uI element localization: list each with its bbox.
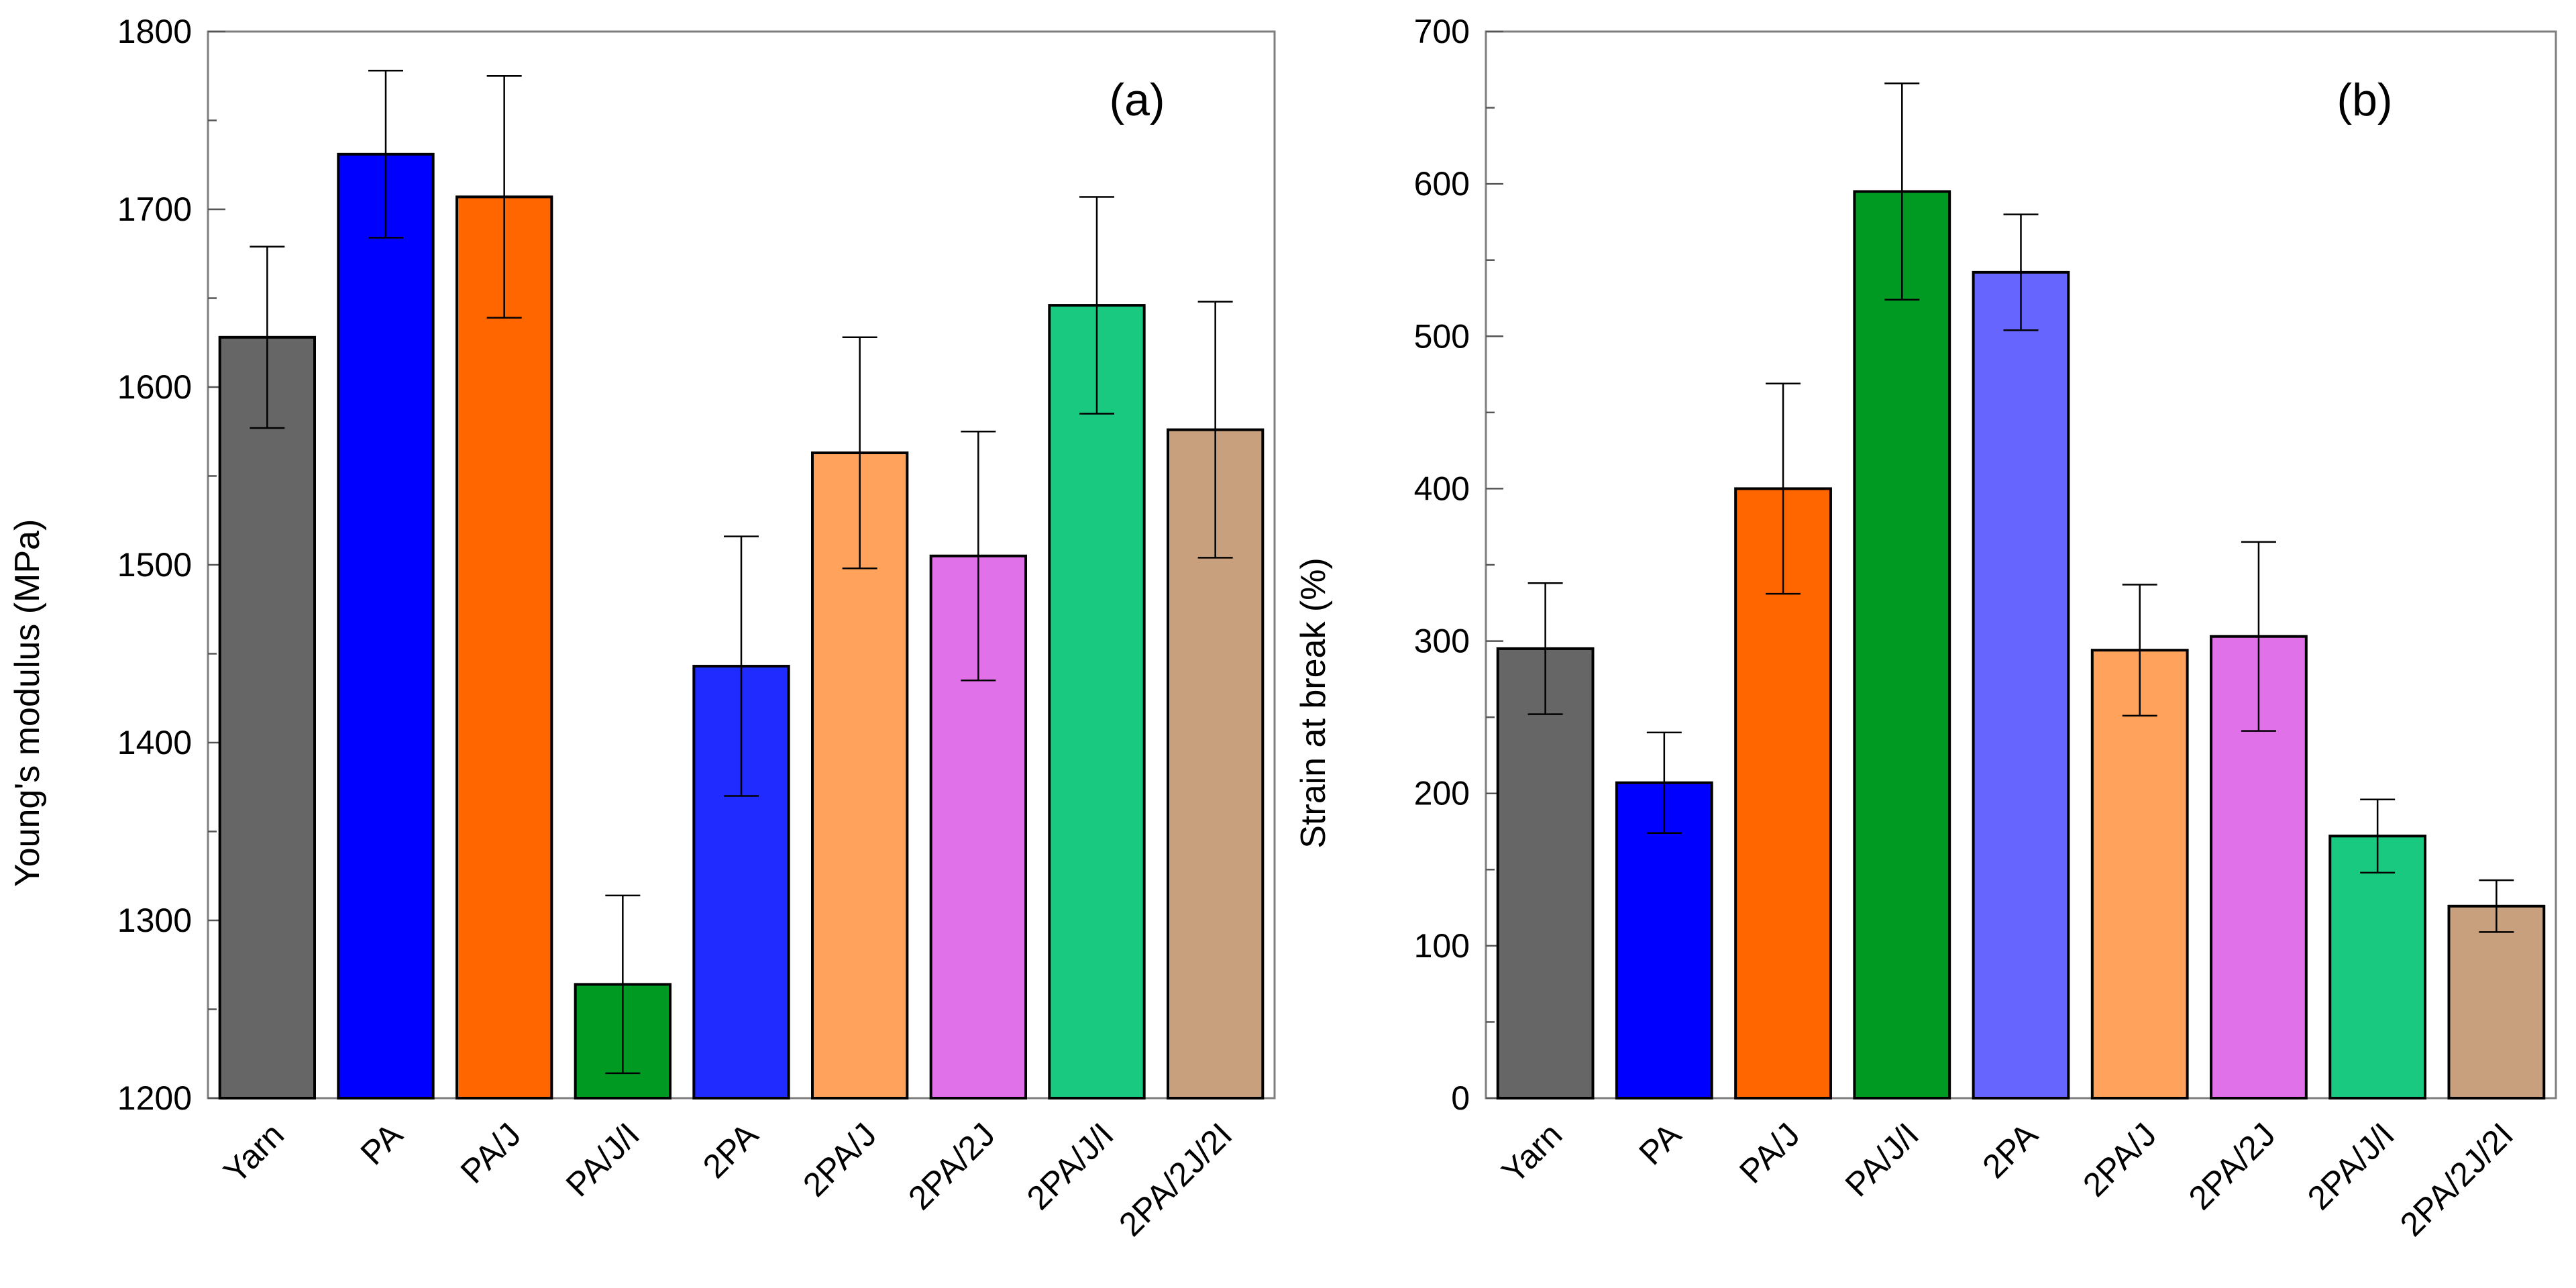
panel-label-a: (a) bbox=[1109, 74, 1165, 125]
y-tick-label-a: 1600 bbox=[117, 368, 192, 406]
panel-label-b: (b) bbox=[2337, 74, 2392, 125]
y-tick-label-a: 1800 bbox=[117, 13, 192, 50]
bar-a-2 bbox=[337, 152, 435, 1100]
y-tick-label-b: 300 bbox=[1414, 623, 1470, 660]
bar-b-8 bbox=[2328, 835, 2427, 1100]
y-tick-label-b: 200 bbox=[1414, 775, 1470, 812]
bar-a-1 bbox=[218, 335, 316, 1099]
y-tick-label-a: 1700 bbox=[117, 191, 192, 228]
y-axis-title-a: Young's modulus (MPa) bbox=[8, 519, 47, 888]
bar-b-4 bbox=[1853, 190, 1951, 1099]
y-tick-label-b: 400 bbox=[1414, 470, 1470, 507]
bar-a-8 bbox=[1048, 304, 1146, 1100]
y-tick-label-b: 600 bbox=[1414, 165, 1470, 203]
bar-a-3 bbox=[455, 195, 553, 1100]
y-axis-title-b: Strain at break (%) bbox=[1294, 557, 1333, 849]
bar-b-5 bbox=[1972, 270, 2070, 1099]
y-tick-label-b: 0 bbox=[1451, 1079, 1470, 1117]
y-tick-label-b: 100 bbox=[1414, 927, 1470, 965]
bar-b-9 bbox=[2447, 904, 2546, 1100]
y-tick-label-b: 500 bbox=[1414, 317, 1470, 355]
y-tick-label-a: 1400 bbox=[117, 724, 192, 761]
y-tick-label-a: 1300 bbox=[117, 902, 192, 939]
bar-b-2 bbox=[1615, 781, 1713, 1100]
y-tick-label-b: 700 bbox=[1414, 13, 1470, 50]
bar-b-6 bbox=[2090, 649, 2189, 1099]
y-tick-label-a: 1200 bbox=[117, 1079, 192, 1117]
y-tick-label-a: 1500 bbox=[117, 546, 192, 584]
bar-b-1 bbox=[1496, 647, 1595, 1099]
